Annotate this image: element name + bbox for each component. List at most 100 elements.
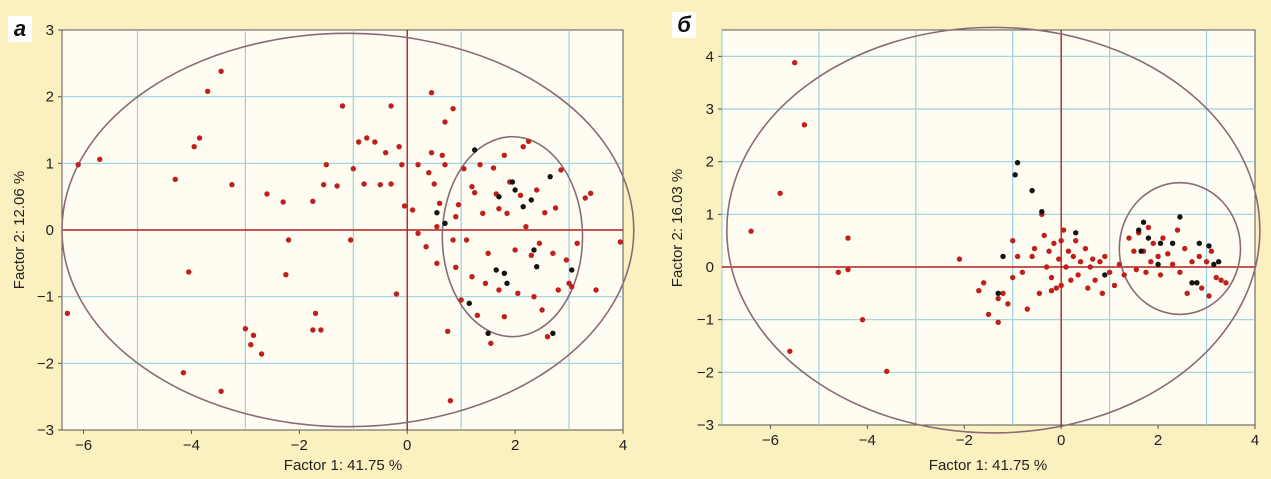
chart-a-point <box>312 310 319 317</box>
chart-b-ellipses <box>726 26 1261 434</box>
chart-b-point <box>1082 245 1089 252</box>
chart-b-point <box>1184 290 1190 297</box>
chart-a-point <box>434 209 440 216</box>
chart-b-point <box>1206 293 1212 299</box>
chart-a-point <box>442 161 448 168</box>
chart-a-point <box>485 330 491 337</box>
chart-b-point <box>1060 227 1067 233</box>
chart-a-point <box>442 119 448 125</box>
chart-b-point <box>1182 245 1188 252</box>
chart-a-point <box>469 273 475 280</box>
chart-b-point <box>1019 269 1026 275</box>
chart-a-point <box>496 287 502 293</box>
chart-b-point <box>884 368 890 374</box>
chart-a-ylabel: Factor 2: 12.06 % <box>11 171 28 289</box>
chart-a-point <box>409 207 416 213</box>
chart-a-point <box>361 181 367 187</box>
chart-a-point <box>469 183 475 190</box>
chart-a-point <box>533 263 540 270</box>
chart-a-point <box>242 325 249 332</box>
chart-a-panel-label: а <box>14 16 26 41</box>
chart-a-point <box>423 243 429 250</box>
chart-b-ytick-label: 2 <box>706 154 714 171</box>
chart-a-point <box>493 267 499 273</box>
chart-b-point <box>1111 282 1118 289</box>
chart-a-point <box>509 179 516 185</box>
chart-b-point <box>1014 160 1021 166</box>
chart-a-point <box>401 203 408 209</box>
chart-b-point <box>1058 282 1064 289</box>
chart-a-ytick-label: 0 <box>46 222 54 239</box>
chart-a-point <box>593 287 599 293</box>
chart-a-point <box>463 237 470 243</box>
chart-a-ytick-label: 3 <box>46 22 54 39</box>
chart-b-point <box>1218 277 1224 283</box>
chart-b-point <box>1063 264 1069 270</box>
chart-b-point <box>1005 301 1011 307</box>
chart-b-point <box>1116 261 1123 268</box>
chart-b-point <box>1048 274 1055 281</box>
chart-a-point <box>533 187 540 193</box>
chart-b-point <box>985 311 992 318</box>
chart-b-xtick-label: −4 <box>859 432 876 449</box>
chart-a-point <box>453 264 459 271</box>
chart-a-point <box>447 397 454 404</box>
chart-b-point <box>1169 261 1176 268</box>
chart-b-label-box <box>672 12 696 38</box>
chart-a-point <box>250 332 257 339</box>
chart-a-point <box>471 189 478 196</box>
chart-a-xtick-label: 2 <box>511 437 519 454</box>
chart-b-point <box>1121 272 1127 278</box>
chart-a-point <box>436 200 443 207</box>
chart-b-point <box>1041 232 1047 239</box>
chart-b-point <box>1143 269 1149 275</box>
chart-b-point <box>1058 237 1064 244</box>
chart-a-point <box>258 351 265 357</box>
chart-a-label-box <box>8 16 32 42</box>
chart-a-point <box>415 230 421 237</box>
chart-a-point <box>229 181 235 188</box>
chart-b-point <box>1102 253 1108 260</box>
chart-b-point <box>1014 253 1021 260</box>
chart-b-ellipse <box>1118 181 1242 316</box>
chart-b-ytick-label: −1 <box>697 312 714 329</box>
chart-b-point <box>995 290 1001 297</box>
chart-b-ytick-label: −2 <box>697 364 714 381</box>
chart-b-points <box>748 59 1229 374</box>
chart-b-point <box>1097 259 1103 265</box>
chart-b-ytick-label: 1 <box>706 206 714 223</box>
chart-a-point <box>347 237 354 243</box>
chart-a-point <box>474 312 481 319</box>
chart-b-point <box>787 348 793 354</box>
chart-b-point <box>1106 269 1113 275</box>
chart-a-ytick-label: −2 <box>37 355 54 372</box>
chart-a-point <box>485 250 491 257</box>
chart-a-point <box>444 328 451 335</box>
chart-b-point <box>1189 259 1195 265</box>
chart-a-point <box>426 169 432 176</box>
chart-b-point <box>1046 248 1052 254</box>
chart-a-point <box>563 257 570 263</box>
chart-b-axes <box>722 30 1255 425</box>
chart-b-point <box>1010 274 1016 281</box>
chart-b-point <box>1165 251 1171 257</box>
chart-a-point <box>574 240 580 247</box>
chart-b-point <box>1075 272 1081 278</box>
chart-a-ellipse <box>441 135 584 338</box>
chart-b-point <box>1194 280 1200 286</box>
chart-a-point <box>442 220 448 227</box>
chart-b-point <box>1145 235 1152 241</box>
chart-a-point <box>536 240 543 247</box>
chart-b-point <box>1036 290 1043 297</box>
chart-b-point <box>1024 306 1030 312</box>
chart-a-point <box>248 341 254 348</box>
chart-b-point <box>1160 235 1166 241</box>
chart-a-point <box>323 161 330 168</box>
chart-b-point <box>1133 266 1139 273</box>
chart-b-xtick-label: −2 <box>956 432 973 449</box>
chart-a-point <box>539 307 545 313</box>
chart-a-point <box>428 89 435 96</box>
chart-a-point <box>504 210 510 217</box>
chart-b-ytick-label: 4 <box>706 48 714 65</box>
chart-a-xtick-label: 4 <box>619 437 627 454</box>
